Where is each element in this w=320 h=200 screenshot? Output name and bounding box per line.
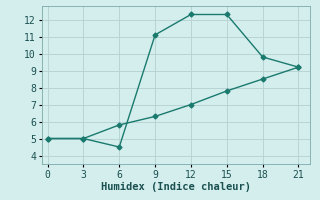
X-axis label: Humidex (Indice chaleur): Humidex (Indice chaleur) xyxy=(101,182,251,192)
